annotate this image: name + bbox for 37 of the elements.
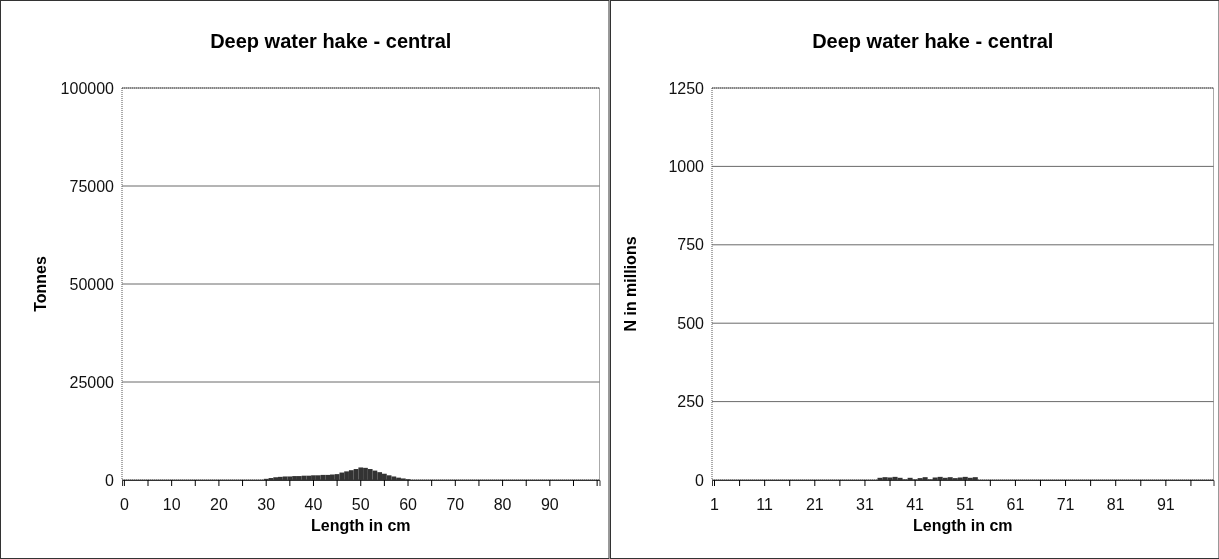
y-tick-label: 0 [105,471,115,489]
chart-title: Deep water hake - central [811,30,1053,52]
x-tick-label: 81 [1106,495,1125,513]
y-tick-label: 100000 [60,79,115,97]
y-tick-label: 0 [694,471,704,489]
x-tick-label: 21 [805,495,824,513]
chart-title: Deep water hake - central [210,30,452,52]
x-tick-label: 31 [855,495,874,513]
x-tick-label: 71 [1056,495,1075,513]
x-tick-label: 60 [399,495,418,513]
x-tick-label: 1 [709,495,719,513]
x-tick-label: 20 [210,495,228,513]
y-tick-label: 250 [676,393,704,411]
y-tick-label: 75000 [69,177,115,195]
x-axis-title: Length in cm [310,517,411,534]
x-axis-title: Length in cm [912,517,1013,534]
x-tick-label: 61 [1006,495,1024,513]
x-tick-label: 50 [351,495,370,513]
x-tick-label: 0 [119,495,129,513]
y-tick-label: 1250 [667,79,704,97]
y-tick-label: 1000 [667,158,704,176]
x-tick-label: 80 [493,495,512,513]
y-axis-title: N in millions [621,236,639,332]
x-tick-label: 11 [755,495,773,513]
x-tick-label: 30 [257,495,276,513]
x-tick-label: 10 [162,495,181,513]
y-tick-label: 50000 [69,275,115,293]
y-axis-title: Tonnes [32,256,49,312]
y-tick-label: 750 [676,236,704,254]
y-tick-label: 500 [676,314,704,332]
x-tick-label: 51 [955,495,974,513]
x-tick-label: 90 [540,495,559,513]
x-tick-label: 91 [1156,495,1175,513]
x-tick-label: 41 [905,495,924,513]
x-tick-label: 40 [304,495,323,513]
y-tick-label: 25000 [69,373,115,391]
x-tick-label: 70 [446,495,465,513]
